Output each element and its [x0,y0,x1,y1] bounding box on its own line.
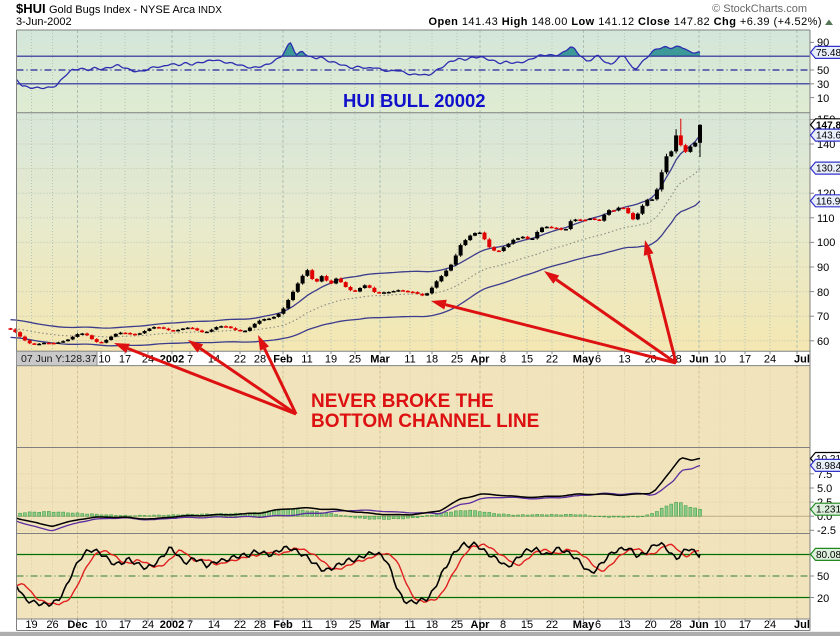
svg-text:Apr: Apr [471,619,491,631]
svg-text:11: 11 [301,354,312,366]
svg-text:Jul: Jul [794,619,810,631]
svg-text:HUI BULL 20002: HUI BULL 20002 [343,90,486,111]
svg-text:19: 19 [325,619,337,631]
svg-text:17: 17 [119,619,131,631]
svg-text:13: 13 [618,354,630,366]
svg-text:50: 50 [817,571,829,583]
svg-text:8: 8 [500,354,506,366]
svg-text:19: 19 [325,354,337,366]
svg-text:15: 15 [521,619,533,631]
svg-text:143.6: 143.6 [816,131,840,142]
svg-text:70: 70 [817,311,829,323]
svg-text:10: 10 [95,619,107,631]
svg-text:28: 28 [254,619,266,631]
svg-text:14: 14 [208,619,220,631]
svg-text:22: 22 [546,354,558,366]
svg-text:18: 18 [426,619,438,631]
svg-text:6: 6 [595,619,601,631]
svg-text:13: 13 [618,619,630,631]
svg-text:Jun: Jun [689,354,709,366]
svg-text:2002: 2002 [160,619,184,631]
svg-text:140: 140 [817,139,835,151]
svg-text:10: 10 [817,93,829,105]
svg-text:25: 25 [349,354,361,366]
svg-text:28: 28 [670,619,682,631]
svg-text:11: 11 [301,619,312,631]
svg-text:7: 7 [187,619,193,631]
svg-text:10: 10 [714,354,726,366]
svg-text:BOTTOM CHANNEL LINE: BOTTOM CHANNEL LINE [311,411,539,432]
svg-text:90: 90 [817,262,829,274]
svg-text:24: 24 [142,619,154,631]
svg-text:30: 30 [817,79,829,91]
svg-text:Gold Bugs Index - NYSE Arca: Gold Bugs Index - NYSE Arca [49,4,196,16]
svg-text:6: 6 [595,354,601,366]
svg-text:07 Jun Y:128.37: 07 Jun Y:128.37 [21,353,97,365]
svg-text:-2.5: -2.5 [817,525,836,537]
svg-text:24: 24 [764,354,776,366]
svg-text:Apr: Apr [471,354,491,366]
svg-text:11: 11 [404,619,415,631]
svg-text:20: 20 [817,593,829,605]
svg-text:10: 10 [98,354,110,366]
svg-text:7: 7 [187,354,193,366]
svg-text:17: 17 [739,619,751,631]
svg-text:24: 24 [764,619,776,631]
svg-text:Feb: Feb [273,619,293,631]
svg-text:130.2: 130.2 [816,164,840,175]
svg-text:© StockCharts.com: © StockCharts.com [712,3,807,15]
svg-text:Mar: Mar [370,619,390,631]
svg-text:5.0: 5.0 [817,483,832,495]
svg-text:May: May [573,619,595,631]
svg-text:22: 22 [234,354,246,366]
svg-text:19: 19 [25,619,37,631]
svg-text:$HUI: $HUI [16,1,46,16]
svg-text:28: 28 [254,354,266,366]
svg-text:Mar: Mar [370,354,390,366]
svg-text:11: 11 [404,354,415,366]
svg-text:50: 50 [817,65,829,77]
svg-text:100: 100 [817,237,835,249]
svg-text:17: 17 [739,354,751,366]
svg-text:25: 25 [451,619,463,631]
svg-text:15: 15 [521,354,533,366]
svg-text:22: 22 [234,619,246,631]
svg-text:147.8: 147.8 [816,120,840,131]
svg-text:May: May [573,354,595,366]
svg-text:Dec: Dec [67,619,87,631]
svg-text:Open 141.43 High 148.00 Low 14: Open 141.43 High 148.00 Low 141.12 Close… [428,16,822,28]
svg-text:80: 80 [817,287,829,299]
svg-text:26: 26 [46,619,58,631]
svg-text:25: 25 [349,619,361,631]
svg-text:110: 110 [817,213,835,225]
svg-text:Jul: Jul [794,354,810,366]
svg-text:18: 18 [426,354,438,366]
svg-text:10: 10 [714,619,726,631]
svg-text:25: 25 [451,354,463,366]
svg-text:NEVER BROKE THE: NEVER BROKE THE [311,391,494,412]
svg-text:75.48: 75.48 [816,48,840,59]
svg-text:116.9: 116.9 [816,196,840,207]
svg-text:Feb: Feb [273,354,293,366]
svg-text:8: 8 [500,619,506,631]
svg-text:Jun: Jun [689,619,709,631]
svg-text:22: 22 [546,619,558,631]
svg-text:1.231: 1.231 [816,505,840,516]
svg-text:60: 60 [817,336,829,348]
svg-text:17: 17 [119,354,131,366]
svg-text:3-Jun-2002: 3-Jun-2002 [16,16,72,28]
svg-text:INDX: INDX [198,5,222,16]
svg-text:80.08: 80.08 [816,550,840,561]
svg-text:8.984: 8.984 [816,461,840,472]
svg-text:20: 20 [645,619,657,631]
